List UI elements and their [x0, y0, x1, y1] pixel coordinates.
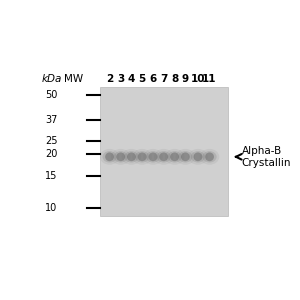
Ellipse shape [103, 151, 117, 163]
Text: kDa: kDa [41, 74, 62, 84]
Ellipse shape [148, 152, 158, 161]
Bar [100, 87, 228, 216]
Ellipse shape [135, 151, 149, 163]
Ellipse shape [127, 152, 136, 161]
Ellipse shape [138, 152, 146, 161]
Ellipse shape [178, 151, 192, 163]
Ellipse shape [165, 149, 184, 165]
Ellipse shape [188, 149, 208, 165]
Text: 20: 20 [45, 149, 58, 159]
Text: 50: 50 [45, 90, 58, 100]
Text: MW: MW [64, 74, 83, 84]
Ellipse shape [168, 151, 182, 163]
Ellipse shape [122, 149, 141, 165]
Ellipse shape [132, 149, 152, 165]
Ellipse shape [116, 152, 125, 161]
Ellipse shape [111, 149, 130, 165]
Text: 6: 6 [149, 74, 157, 84]
Text: 15: 15 [45, 171, 58, 181]
Ellipse shape [170, 152, 179, 161]
Text: 9: 9 [182, 74, 189, 84]
Ellipse shape [191, 151, 205, 163]
Text: 8: 8 [171, 74, 178, 84]
Text: 3: 3 [117, 74, 124, 84]
Text: 25: 25 [45, 136, 58, 146]
Text: 37: 37 [45, 115, 58, 125]
Ellipse shape [205, 152, 214, 161]
Text: 5: 5 [139, 74, 146, 84]
Text: 4: 4 [128, 74, 135, 84]
Text: 2: 2 [106, 74, 113, 84]
Ellipse shape [202, 151, 217, 163]
Ellipse shape [181, 152, 190, 161]
Ellipse shape [143, 149, 163, 165]
Ellipse shape [194, 152, 202, 161]
Ellipse shape [114, 151, 128, 163]
Text: 10: 10 [45, 203, 58, 213]
Ellipse shape [154, 149, 173, 165]
Ellipse shape [124, 151, 139, 163]
Text: 10: 10 [191, 74, 205, 84]
Ellipse shape [157, 151, 171, 163]
Ellipse shape [159, 152, 168, 161]
Ellipse shape [100, 149, 119, 165]
Ellipse shape [200, 149, 219, 165]
Text: Alpha-B
Crystallin: Alpha-B Crystallin [242, 146, 291, 168]
Text: 11: 11 [202, 74, 217, 84]
Ellipse shape [105, 152, 114, 161]
Text: 7: 7 [160, 74, 167, 84]
Ellipse shape [176, 149, 195, 165]
Ellipse shape [146, 151, 160, 163]
